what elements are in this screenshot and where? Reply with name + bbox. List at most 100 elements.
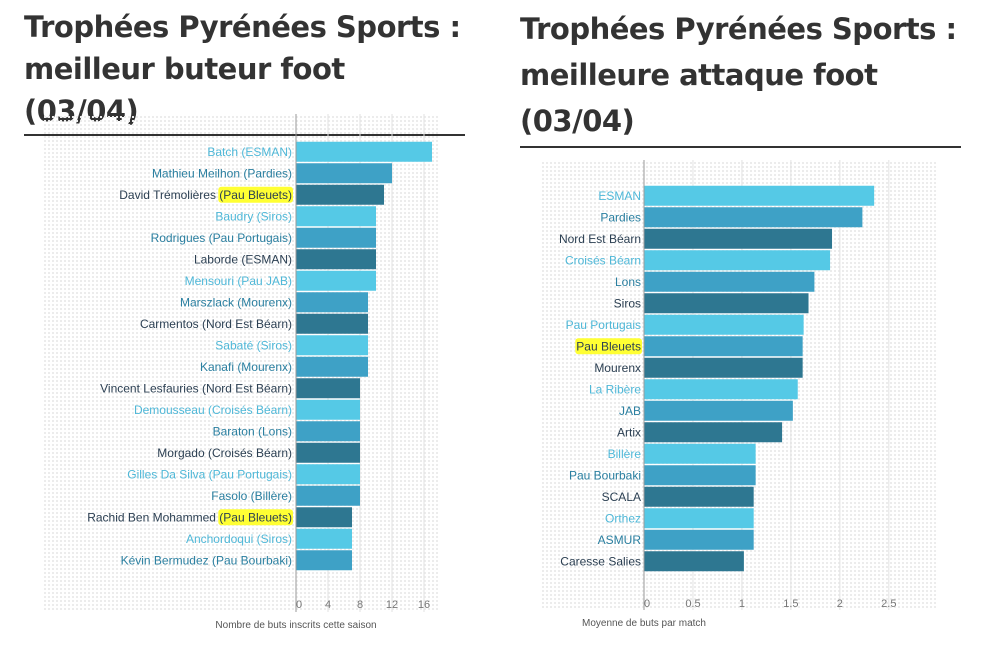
- label-part: Mensouri (Pau JAB): [185, 274, 292, 288]
- highlight-marker: [218, 509, 294, 526]
- bar: [296, 227, 376, 248]
- title-line: meilleur buteur foot (03/04): [24, 52, 345, 128]
- label-part: SCALA: [602, 490, 641, 504]
- bar: [296, 507, 352, 528]
- category-label: Orthez: [605, 511, 641, 525]
- highlight-marker: [575, 338, 642, 355]
- bar: [296, 442, 360, 463]
- category-label: Caresse Salies: [560, 554, 641, 568]
- bar: [296, 528, 352, 549]
- chart-title-left: Trophées Pyrénées Sports : meilleur bute…: [24, 6, 465, 136]
- category-label: Morgado (Croisés Béarn): [157, 446, 292, 460]
- x-tick-label: 2: [837, 598, 843, 610]
- label-part: La Ribère: [589, 382, 641, 396]
- label-part: Anchordoqui (Siros): [186, 532, 292, 546]
- category-label: Artix: [617, 425, 641, 439]
- label-part: Gilles Da Silva (Pau Portugais): [127, 467, 292, 481]
- bar: [296, 184, 384, 205]
- category-label: Baraton (Lons): [213, 424, 292, 438]
- category-label: Fasolo (Billère): [211, 489, 292, 503]
- label-part: Caresse Salies: [560, 554, 641, 568]
- category-label: David Trémolières (Pau Bleuets): [119, 188, 292, 202]
- category-label: Batch (ESMAN): [207, 145, 292, 159]
- label-part: Pau Bourbaki: [569, 468, 641, 482]
- bar: [296, 485, 360, 506]
- x-tick-label: 1.5: [783, 598, 798, 610]
- bar: [644, 529, 754, 550]
- label-part: Rachid Ben Mohammed: [87, 510, 219, 524]
- highlighted-club: (Pau Bleuets): [219, 188, 292, 202]
- label-part: ESMAN: [598, 189, 641, 203]
- label-part: JAB: [619, 404, 641, 418]
- bar: [296, 335, 368, 356]
- category-label: Lons: [615, 275, 641, 289]
- x-axis-label: Nombre de buts inscrits cette saison: [215, 620, 376, 631]
- bar: [644, 400, 793, 421]
- title-line: (03/04): [520, 104, 635, 138]
- bar: [296, 206, 376, 227]
- title-line: meilleure attaque foot: [520, 58, 878, 92]
- label-part: Pau Portugais: [566, 318, 641, 332]
- category-label: ASMUR: [598, 533, 642, 547]
- title-line: Trophées Pyrénées Sports :: [24, 10, 461, 44]
- x-tick-label: 4: [325, 599, 331, 611]
- label-part: Orthez: [605, 511, 641, 525]
- category-label: Marszlack (Mourenx): [180, 295, 292, 309]
- bar: [296, 270, 376, 291]
- bar: [644, 422, 783, 443]
- category-label: Rodrigues (Pau Portugais): [151, 231, 292, 245]
- label-part: Carmentos (Nord Est Béarn): [140, 317, 292, 331]
- title-line: Trophées Pyrénées Sports :: [520, 12, 957, 46]
- label-part: Batch (ESMAN): [207, 145, 292, 159]
- highlight-marker: [218, 186, 294, 203]
- bar: [644, 336, 803, 357]
- bar: [296, 313, 368, 334]
- bar: [296, 163, 392, 184]
- category-label: Pau Bleuets: [576, 339, 641, 353]
- bar: [644, 293, 809, 314]
- category-label: Croisés Béarn: [565, 253, 641, 267]
- bar: [644, 508, 754, 529]
- bar: [644, 185, 875, 206]
- chart-title-right: Trophées Pyrénées Sports : meilleure att…: [520, 6, 961, 148]
- bar: [644, 486, 754, 507]
- x-tick-label: 8: [357, 599, 363, 611]
- highlighted-club: (Pau Bleuets): [219, 510, 292, 524]
- category-label: Mathieu Meilhon (Pardies): [152, 166, 292, 180]
- bar: [644, 228, 833, 249]
- bar: [296, 141, 432, 162]
- label-part: Rodrigues (Pau Portugais): [151, 231, 292, 245]
- bar: [644, 357, 803, 378]
- category-label: Nord Est Béarn: [559, 232, 641, 246]
- category-label: Kévin Bermudez (Pau Bourbaki): [121, 553, 292, 567]
- label-part: Croisés Béarn: [565, 253, 641, 267]
- category-label: Baudry (Siros): [215, 209, 292, 223]
- bar: [644, 207, 863, 228]
- category-label: Kanafi (Mourenx): [200, 360, 292, 374]
- bar: [644, 465, 756, 486]
- label-part: ASMUR: [598, 533, 642, 547]
- category-label: Pardies: [600, 210, 641, 224]
- label-part: Siros: [614, 296, 641, 310]
- category-label: Rachid Ben Mohammed (Pau Bleuets): [87, 510, 292, 524]
- bar: [296, 356, 368, 377]
- category-label: La Ribère: [589, 382, 641, 396]
- label-part: Morgado (Croisés Béarn): [157, 446, 292, 460]
- bar: [644, 379, 798, 400]
- bar: [644, 250, 831, 271]
- bar: [296, 378, 360, 399]
- category-label: SCALA: [602, 490, 641, 504]
- category-label: Vincent Lesfauries (Nord Est Béarn): [100, 381, 292, 395]
- label-part: Artix: [617, 425, 641, 439]
- bar: [296, 421, 360, 442]
- label-part: Baraton (Lons): [213, 424, 292, 438]
- label-part: David Trémolières: [119, 188, 219, 202]
- category-label: Laborde (ESMAN): [194, 252, 292, 266]
- bar: [296, 399, 360, 420]
- category-label: Sabaté (Siros): [215, 338, 292, 352]
- bar: [296, 249, 376, 270]
- bar: [644, 443, 756, 464]
- highlighted-club: Pau Bleuets: [576, 339, 641, 353]
- x-tick-label: 0: [644, 598, 650, 610]
- x-tick-label: 1: [739, 598, 745, 610]
